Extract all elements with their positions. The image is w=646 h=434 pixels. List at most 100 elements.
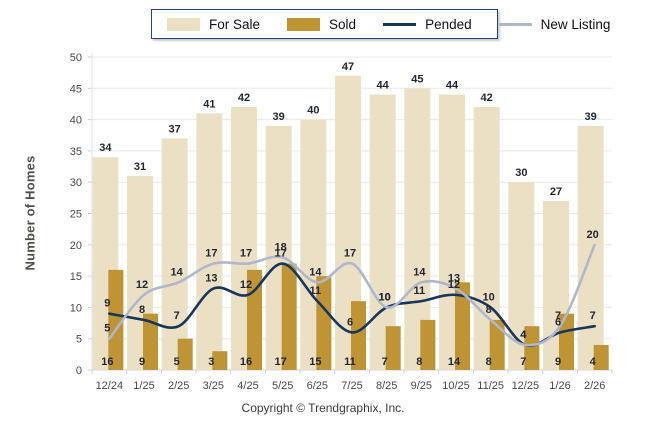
for-sale-value-label: 40 xyxy=(307,105,319,117)
y-axis-tick-label: 10 xyxy=(70,302,82,314)
sold-value-label: 9 xyxy=(139,356,145,368)
for-sale-value-label: 44 xyxy=(446,80,459,92)
new-listing-value-label: 7 xyxy=(555,310,561,322)
y-axis-tick-label: 15 xyxy=(70,271,82,283)
sold-bar xyxy=(559,313,574,370)
sold-value-label: 4 xyxy=(590,356,597,368)
x-axis-tick-label: 12/25 xyxy=(512,380,540,392)
pended-value-label: 11 xyxy=(310,285,322,297)
legend-item-label: Pended xyxy=(425,16,472,32)
new-listing-value-label: 17 xyxy=(205,248,217,260)
legend-item-pended: Pended xyxy=(383,17,472,32)
sold-bar xyxy=(316,276,332,370)
x-axis-tick-label: 3/25 xyxy=(203,380,224,392)
x-axis-tick-label: 1/26 xyxy=(549,380,570,392)
y-axis-tick-label: 25 xyxy=(70,209,82,221)
pended-value-label: 7 xyxy=(590,310,596,322)
for-sale-value-label: 31 xyxy=(134,161,146,173)
new-listing-value-label: 18 xyxy=(275,241,287,253)
for-sale-value-label: 30 xyxy=(515,167,527,179)
legend-item-new-listing: New Listing xyxy=(498,16,611,32)
y-axis-tick-label: 45 xyxy=(70,83,82,95)
sold-value-label: 17 xyxy=(275,356,287,368)
x-axis-tick-label: 5/25 xyxy=(272,380,293,392)
legend-item-label: For Sale xyxy=(209,16,261,32)
pended-value-label: 11 xyxy=(414,285,426,297)
new-listing-value-label: 12 xyxy=(136,279,148,291)
for-sale-value-label: 44 xyxy=(377,80,390,92)
sold-value-label: 16 xyxy=(240,356,252,368)
pended-value-label: 10 xyxy=(379,291,391,303)
new-listing-value-label: 14 xyxy=(309,266,322,278)
y-axis-tick-label: 50 xyxy=(70,52,82,64)
sold-bar xyxy=(143,313,158,370)
sold-bar xyxy=(489,319,505,370)
sold-value-label: 15 xyxy=(309,356,321,368)
legend-item-label: Sold xyxy=(329,16,357,32)
sold-bar xyxy=(108,269,124,370)
x-axis-tick-label: 2/25 xyxy=(168,380,189,392)
y-axis-tick-label: 20 xyxy=(70,240,82,252)
new-listing-value-label: 13 xyxy=(448,273,460,285)
x-axis-tick-label: 10/25 xyxy=(442,380,470,392)
x-axis-tick-label: 4/25 xyxy=(237,380,258,392)
for-sale-bar xyxy=(369,94,396,370)
sold-bar xyxy=(212,351,228,370)
new-listing-value-label: 17 xyxy=(344,248,356,260)
legend-item-sold: Sold xyxy=(287,17,356,32)
for-sale-value-label: 45 xyxy=(411,73,423,85)
y-axis-title: Number of Homes xyxy=(22,155,38,271)
new-listing-value-label: 8 xyxy=(486,304,492,316)
for-sale-value-label: 42 xyxy=(481,92,493,104)
pended-value-label: 17 xyxy=(275,248,287,260)
x-axis-tick-label: 11/25 xyxy=(477,380,504,392)
pended-value-label: 6 xyxy=(347,316,353,328)
x-axis-tick-label: 8/25 xyxy=(376,380,397,392)
legend-line-swatch xyxy=(498,22,532,26)
sold-bar xyxy=(351,301,366,370)
sold-bar xyxy=(455,282,470,370)
legend-item-for-sale: For Sale xyxy=(167,17,260,32)
sold-value-label: 7 xyxy=(382,356,388,368)
for-sale-bar xyxy=(196,113,223,370)
new-listing-value-label: 10 xyxy=(379,291,391,303)
sold-bar xyxy=(177,338,193,370)
chart-legend: For Sale Sold Pended New Listing xyxy=(151,9,610,39)
sold-value-label: 3 xyxy=(208,356,214,368)
x-axis-tick-label: 12/24 xyxy=(96,380,124,392)
pended-value-label: 6 xyxy=(555,316,561,328)
x-axis-tick-label: 6/25 xyxy=(307,380,328,392)
pended-value-label: 12 xyxy=(240,279,252,291)
for-sale-value-label: 34 xyxy=(99,142,112,154)
y-axis-tick-label: 0 xyxy=(76,365,82,377)
pended-value-label: 12 xyxy=(448,279,460,291)
sold-value-label: 16 xyxy=(101,356,113,368)
legend-bar-swatch xyxy=(167,17,200,31)
x-axis-tick-label: 7/25 xyxy=(341,380,362,392)
legend-line-swatch xyxy=(383,22,417,26)
sold-bar xyxy=(385,326,401,370)
pended-line xyxy=(108,262,596,348)
legend-item-label: New Listing xyxy=(540,16,611,32)
new-listing-value-label: 5 xyxy=(104,323,110,335)
sold-bar xyxy=(593,344,609,370)
pended-value-label: 8 xyxy=(139,304,145,316)
new-listing-value-label: 4 xyxy=(520,329,527,341)
pended-value-label: 9 xyxy=(104,298,110,310)
sold-value-label: 14 xyxy=(448,356,461,368)
x-axis-tick-label: 9/25 xyxy=(411,380,432,392)
legend-bar-swatch xyxy=(287,17,321,31)
x-axis-tick-label: 1/25 xyxy=(133,380,154,392)
for-sale-value-label: 42 xyxy=(238,92,250,104)
pended-value-label: 7 xyxy=(174,310,180,322)
sold-value-label: 7 xyxy=(520,356,526,368)
for-sale-value-label: 41 xyxy=(203,98,215,110)
y-axis-tick-label: 40 xyxy=(70,115,82,127)
pended-value-label: 4 xyxy=(520,329,527,341)
for-sale-bar xyxy=(577,125,604,370)
pended-value-label: 10 xyxy=(483,291,495,303)
y-axis-tick-label: 30 xyxy=(70,177,82,189)
new-listing-value-label: 17 xyxy=(240,248,252,260)
